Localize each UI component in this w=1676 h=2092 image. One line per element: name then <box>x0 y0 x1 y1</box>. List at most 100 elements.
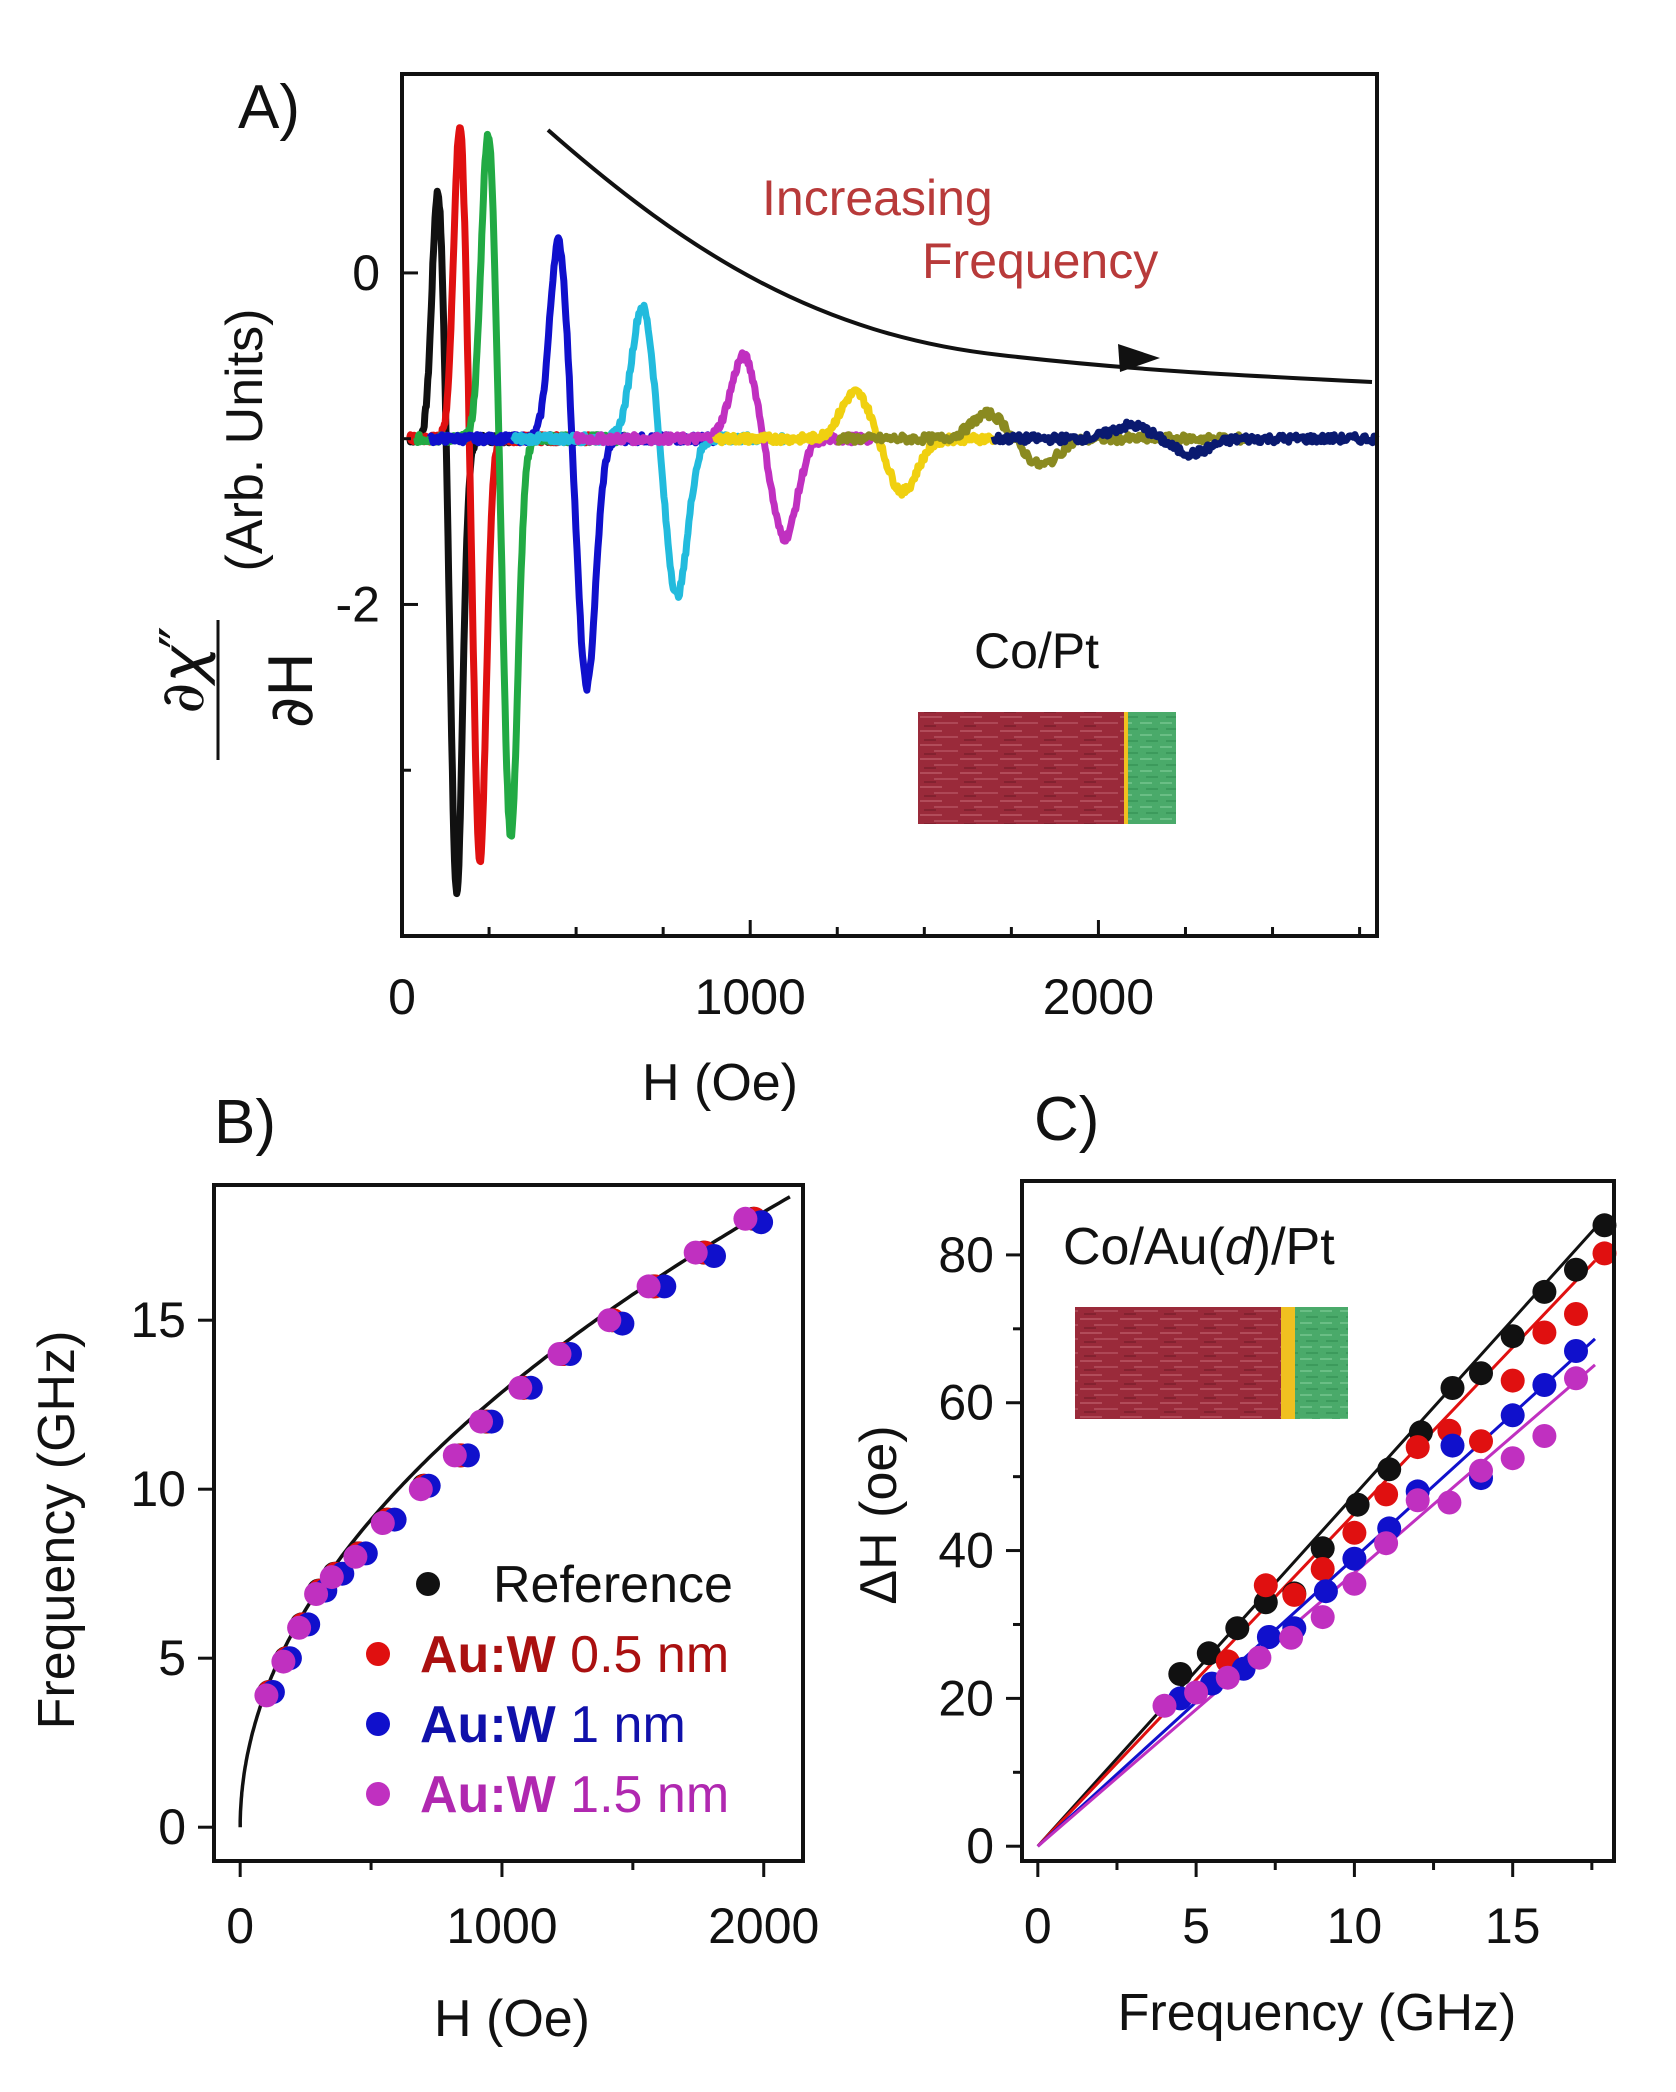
panel-a-xlabel: H (Oe) <box>642 1054 798 1112</box>
panel-a-axes: 0 1000 2000 0 -2 <box>336 245 1362 1025</box>
linewidth-point-au-w-0-5-nm <box>1310 1557 1335 1581</box>
linewidth-point-reference <box>1592 1213 1617 1238</box>
annotation-frequency: Frequency <box>922 233 1158 289</box>
linewidth-point-au-w-1-5-nm <box>1374 1531 1399 1556</box>
panel-a-label: A) <box>238 73 300 142</box>
legend-marker-auw-0-5 <box>366 1642 390 1666</box>
linewidth-point-au-w-0-5-nm <box>1592 1241 1617 1266</box>
data-point-au-w-1-5-nm <box>370 1511 395 1535</box>
panel-c-ytick-label: 0 <box>966 1818 994 1874</box>
co-au-pt-film-inset <box>1075 1307 1348 1419</box>
panel-b: B) 0 1000 2000 0 5 10 15 Reference Au:W 0.5 nm… <box>28 1088 819 2048</box>
data-point-au-w-1-5-nm <box>271 1649 296 1674</box>
data-point-au-w-1-5-nm <box>683 1240 708 1265</box>
arrow-head-icon <box>1118 344 1160 372</box>
linewidth-point-reference <box>1532 1279 1557 1304</box>
panel-b-xtick-label: 0 <box>226 1898 254 1954</box>
panel-c-xtick-label: 10 <box>1327 1898 1383 1954</box>
panel-c-ylabel: ΔH (oe) <box>850 1425 908 1604</box>
linewidth-point-au-w-1-5-nm <box>1247 1645 1272 1670</box>
legend-entry-reference: Reference <box>493 1556 733 1614</box>
increasing-frequency-arrow <box>546 128 1373 384</box>
panel-b-xtick-label: 1000 <box>446 1898 557 1954</box>
linewidth-point-au-w-1-5-nm <box>1184 1680 1209 1705</box>
panel-a-curves <box>405 124 1380 898</box>
linewidth-point-reference <box>1377 1457 1402 1482</box>
panel-a-xtick-label: 1000 <box>695 969 806 1025</box>
data-point-au-w-1-5-nm <box>597 1308 622 1333</box>
legend-marker-auw-1 <box>366 1712 390 1736</box>
data-point-au-w-1-5-nm <box>343 1544 368 1569</box>
linewidth-point-reference <box>1168 1662 1193 1686</box>
data-point-au-w-1-5-nm <box>508 1375 533 1400</box>
data-point-au-w-1-5-nm <box>319 1565 344 1590</box>
linewidth-point-au-w-0-5-nm <box>1342 1520 1367 1545</box>
legend-entry-auw-0-5: Au:W 0.5 nm <box>420 1626 729 1684</box>
data-point-au-w-1-nm <box>702 1244 726 1268</box>
legend-marker-auw-1-5 <box>366 1782 390 1806</box>
panel-b-axes: 0 1000 2000 0 5 10 15 <box>130 1292 819 1954</box>
panel-c-ytick-label: 20 <box>938 1670 994 1726</box>
panel-b-ytick-label: 5 <box>158 1630 186 1686</box>
panel-c-content <box>1036 1213 1617 1848</box>
panel-a: A) Increasing Frequency 0 1000 2000 0 -2 Co/… <box>148 72 1380 1112</box>
panel-b-ytick-label: 10 <box>130 1461 186 1517</box>
ylabel-units: (Arb. Units) <box>216 309 274 572</box>
linewidth-point-au-w-1-5-nm <box>1152 1693 1177 1718</box>
panel-b-ylabel: Frequency (GHz) <box>28 1331 86 1730</box>
panel-c-frame <box>1020 1179 1616 1863</box>
panel-a-xtick-label: 0 <box>388 969 416 1025</box>
linewidth-point-au-w-1-nm <box>1342 1546 1367 1571</box>
linewidth-point-reference <box>1469 1361 1493 1386</box>
linewidth-point-au-w-1-5-nm <box>1279 1625 1304 1650</box>
data-point-au-w-1-5-nm <box>636 1274 661 1299</box>
panel-c: C) 0 5 10 15 0 20 40 60 80 Co/Au(d)/Pt ΔH (oe) F… <box>850 1085 1617 2042</box>
co-au-pt-label: Co/Au(d)/Pt <box>1063 1218 1335 1276</box>
linewidth-point-reference <box>1196 1641 1221 1666</box>
linewidth-point-au-w-1-nm <box>1532 1373 1557 1397</box>
data-point-au-w-1-5-nm <box>469 1409 493 1434</box>
linewidth-point-au-w-0-5-nm <box>1469 1429 1493 1454</box>
panel-c-xtick-label: 0 <box>1024 1898 1052 1954</box>
fmr-curve-f8 <box>835 406 1251 470</box>
panel-b-frame <box>212 1183 805 1863</box>
linewidth-point-au-w-0-5-nm <box>1532 1320 1557 1345</box>
data-point-au-w-1-5-nm <box>254 1683 279 1708</box>
linewidth-point-reference <box>1345 1492 1370 1517</box>
linewidth-point-au-w-1-5-nm <box>1469 1458 1493 1483</box>
panel-c-ytick-label: 40 <box>938 1523 994 1579</box>
linewidth-point-au-w-0-5-nm <box>1282 1582 1307 1607</box>
linewidth-point-au-w-1-nm <box>1440 1433 1465 1458</box>
panel-b-label: B) <box>214 1088 276 1157</box>
linewidth-point-reference <box>1564 1257 1588 1282</box>
data-point-au-w-1-5-nm <box>287 1615 312 1640</box>
fmr-curve-f5 <box>510 301 789 601</box>
panel-c-ytick-label: 60 <box>938 1375 994 1431</box>
legend-entry-auw-1-5: Au:W 1.5 nm <box>420 1766 729 1824</box>
panel-c-ytick-label: 80 <box>938 1227 994 1283</box>
panel-c-axes: 0 5 10 15 0 20 40 60 80 <box>938 1227 1594 1954</box>
data-point-au-w-1-5-nm <box>547 1342 572 1366</box>
panel-a-ylabel: ∂𝜒″ ∂H (Arb. Units) <box>148 309 327 760</box>
data-point-au-w-1-5-nm <box>442 1443 467 1468</box>
co-pt-film-inset <box>918 712 1176 824</box>
panel-b-legend: Reference Au:W 0.5 nm Au:W 1 nm Au:W 1.5… <box>366 1556 733 1824</box>
linewidth-point-au-w-0-5-nm <box>1374 1482 1399 1507</box>
linewidth-point-au-w-1-5-nm <box>1405 1488 1430 1513</box>
linewidth-point-au-w-1-5-nm <box>1215 1665 1240 1690</box>
linewidth-point-reference <box>1500 1324 1525 1349</box>
co-pt-label: Co/Pt <box>974 623 1099 679</box>
linewidth-point-au-w-0-5-nm <box>1500 1368 1525 1393</box>
ylabel-numerator: ∂𝜒″ <box>148 626 218 714</box>
linewidth-point-au-w-1-5-nm <box>1310 1605 1335 1630</box>
panel-a-frame <box>400 72 1379 938</box>
ylabel-denominator: ∂H <box>257 652 327 728</box>
panel-c-xtick-label: 15 <box>1485 1898 1541 1954</box>
linewidth-point-reference <box>1310 1536 1335 1561</box>
linewidth-point-reference <box>1225 1616 1250 1641</box>
panel-b-xlabel: H (Oe) <box>434 1990 590 2048</box>
panel-b-ytick-label: 0 <box>158 1799 186 1855</box>
fmr-curve-f9 <box>990 418 1380 461</box>
linewidth-point-reference <box>1440 1376 1465 1400</box>
panel-c-xlabel: Frequency (GHz) <box>1118 1984 1517 2042</box>
